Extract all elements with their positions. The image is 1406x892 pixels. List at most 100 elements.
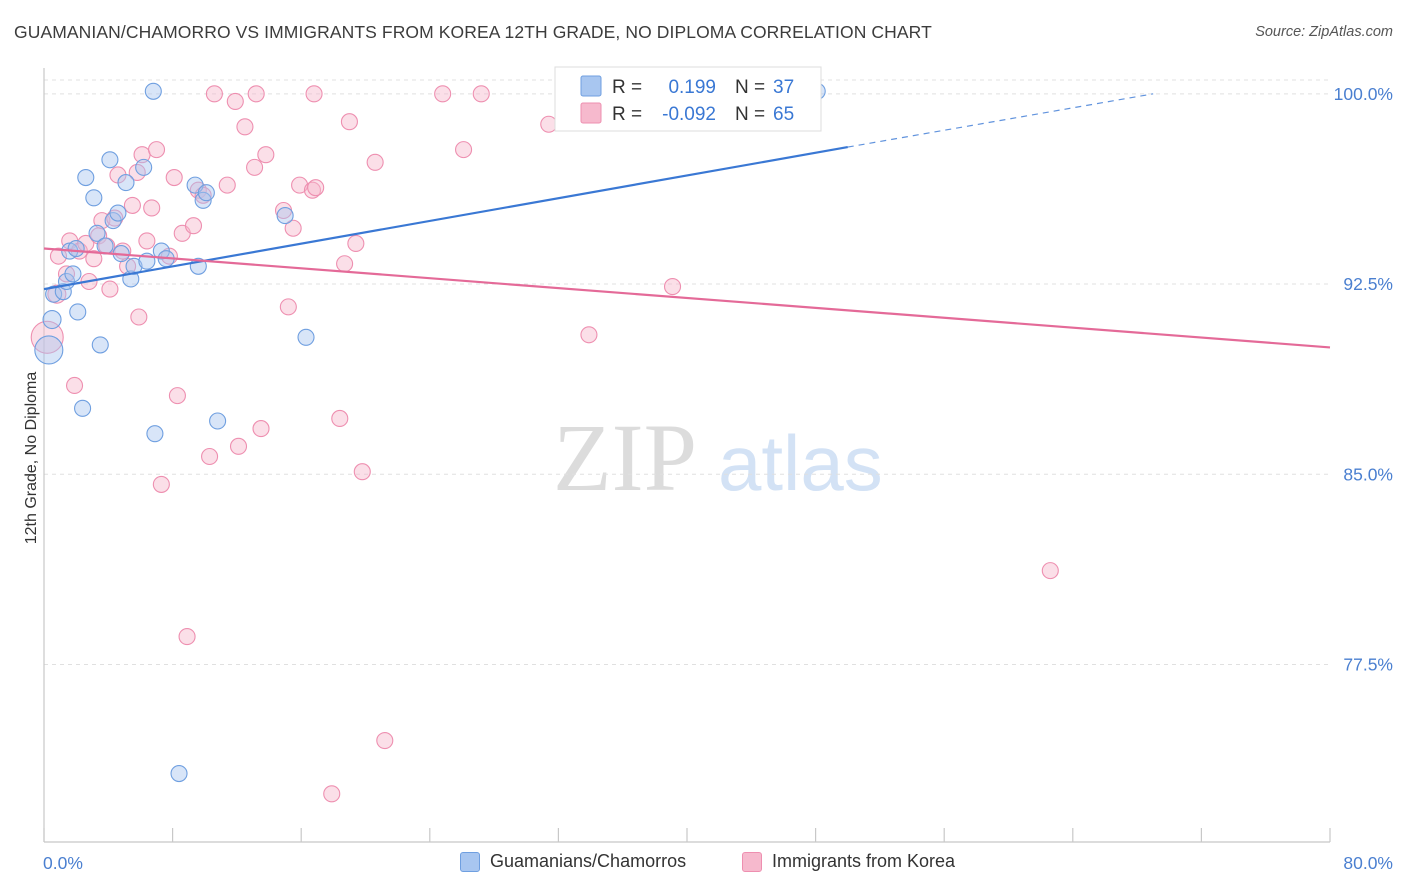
guamanian-point-3 <box>54 283 72 301</box>
trend-line-guamanian <box>43 146 848 291</box>
korea-point-0 <box>30 320 64 354</box>
korea-point-34 <box>201 447 219 466</box>
korea-point-39 <box>236 118 254 136</box>
guamanian-point-23 <box>144 82 162 100</box>
korea-point-22 <box>138 232 156 250</box>
korea-point-25 <box>152 475 170 493</box>
korea-point-2 <box>49 247 68 265</box>
korea-point-53 <box>336 255 354 273</box>
korea-point-26 <box>160 247 178 265</box>
korea-point-27 <box>165 168 183 187</box>
trend-lines <box>43 93 1331 349</box>
watermark-zip: ZIP <box>553 404 697 511</box>
korea-point-62 <box>540 115 558 133</box>
y-tick-label-1: 92.5% <box>1343 274 1393 294</box>
guamanian-point-31 <box>197 184 215 202</box>
chart-title: GUAMANIAN/CHAMORRO VS IMMIGRANTS FROM KO… <box>14 22 932 42</box>
trend-line-korea <box>43 247 1331 349</box>
legend-r-value-pink: -0.092 <box>662 104 716 125</box>
bottom-legend-swatch-blue <box>460 851 480 872</box>
korea-point-40 <box>246 158 264 176</box>
korea-point-43 <box>257 146 275 164</box>
legend-n-value-pink: 65 <box>773 104 794 125</box>
legend-n-label-pink: N = <box>735 104 765 125</box>
korea-point-59 <box>434 85 452 103</box>
guamanian-point-6 <box>69 303 87 321</box>
guamanian-point-1 <box>42 309 62 330</box>
korea-point-13 <box>101 280 119 298</box>
guamanian-point-33 <box>276 207 294 225</box>
korea-point-49 <box>307 179 325 197</box>
y-tick-labels: 100.0% 92.5% 85.0% 77.5% <box>1334 84 1393 675</box>
series-immigrants-from-korea <box>30 85 1059 803</box>
korea-point-18 <box>123 196 141 214</box>
korea-point-51 <box>323 785 341 803</box>
guamanian-point-9 <box>77 168 95 187</box>
guamanian-point-18 <box>117 174 135 192</box>
trend-line-guamanian-extrapolated <box>847 93 1154 148</box>
korea-point-50 <box>305 85 323 103</box>
guamanian-point-8 <box>74 399 92 417</box>
korea-point-45 <box>279 298 297 316</box>
y-tick-label-3: 77.5% <box>1343 654 1393 674</box>
legend-r-value-blue: 0.199 <box>668 77 716 98</box>
korea-point-52 <box>331 409 349 428</box>
chart-source: Source: ZipAtlas.com <box>1255 24 1393 40</box>
axes <box>43 68 1331 843</box>
legend-box: R = 0.199 N = 37 R = -0.092 N = 65 <box>554 66 822 132</box>
guamanian-point-10 <box>85 189 103 207</box>
guamanian-point-2 <box>45 285 63 303</box>
korea-point-1 <box>47 284 67 304</box>
x-tick-label-min: 0.0% <box>43 853 83 873</box>
korea-point-23 <box>143 199 161 217</box>
korea-point-60 <box>455 141 473 159</box>
legend-n-value-blue: 37 <box>773 77 794 98</box>
guamanian-point-0 <box>34 335 64 365</box>
guamanian-point-11 <box>88 224 106 242</box>
korea-point-65 <box>1041 562 1059 580</box>
korea-point-35 <box>205 85 223 103</box>
grid-lines <box>44 79 1330 665</box>
korea-point-57 <box>366 153 384 171</box>
series-guamanians-chamorros <box>34 82 826 783</box>
korea-point-41 <box>247 85 265 103</box>
guamanian-point-12 <box>91 336 109 354</box>
korea-point-63 <box>580 326 598 344</box>
legend-r-label-pink: R = <box>612 104 642 125</box>
guamanian-point-13 <box>96 237 114 255</box>
guamanian-point-16 <box>109 204 127 222</box>
korea-point-61 <box>472 85 490 103</box>
guamanian-point-5 <box>64 265 82 283</box>
korea-point-54 <box>340 113 358 131</box>
guamanian-point-32 <box>209 412 227 430</box>
bottom-legend-item-guamanians: Guamanians/Chamorros <box>460 851 686 872</box>
guamanian-point-27 <box>170 764 188 783</box>
bottom-legend-swatch-pink <box>742 851 762 872</box>
guamanian-point-24 <box>146 425 164 443</box>
guamanian-point-36 <box>67 239 85 258</box>
guamanian-point-34 <box>297 328 315 346</box>
watermark-atlas: atlas <box>718 419 883 507</box>
korea-point-64 <box>663 278 682 296</box>
korea-point-20 <box>130 308 148 326</box>
legend-n-label-blue: N = <box>735 77 765 98</box>
korea-point-37 <box>226 92 244 110</box>
korea-point-28 <box>168 387 186 405</box>
bottom-legend-label-guamanians: Guamanians/Chamorros <box>490 851 687 871</box>
bottom-legend-item-korea: Immigrants from Korea <box>742 851 955 872</box>
y-tick-label-0: 100.0% <box>1334 84 1393 104</box>
x-tick-label-max: 80.0% <box>1343 853 1393 873</box>
korea-point-55 <box>347 234 365 253</box>
korea-point-30 <box>178 628 196 646</box>
korea-point-42 <box>252 420 270 438</box>
korea-point-38 <box>229 437 248 455</box>
korea-point-31 <box>184 217 203 235</box>
korea-point-5 <box>65 376 84 395</box>
korea-point-24 <box>147 141 166 159</box>
korea-point-9 <box>85 250 103 268</box>
legend-swatch-pink <box>580 102 602 124</box>
korea-point-58 <box>376 732 394 750</box>
legend-r-label-blue: R = <box>612 77 642 98</box>
korea-point-36 <box>218 176 236 194</box>
